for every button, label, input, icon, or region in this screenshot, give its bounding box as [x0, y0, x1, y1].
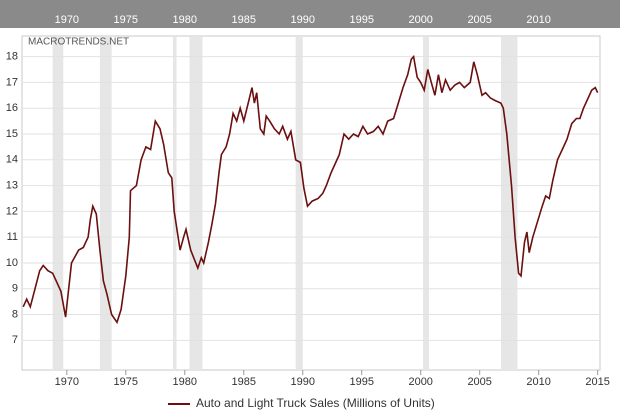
navigator-label: 2010	[526, 14, 550, 26]
navigator-label: 2000	[408, 14, 432, 26]
recession-band	[295, 37, 303, 370]
y-tick-label: 9	[12, 283, 18, 295]
x-tick-label: 1975	[114, 376, 138, 388]
y-tick-label: 15	[6, 128, 18, 140]
x-tick-label: 2000	[408, 376, 432, 388]
recession-band	[423, 37, 429, 370]
recession-band	[52, 37, 64, 370]
x-tick-label: 2010	[526, 376, 550, 388]
y-tick-label: 12	[6, 205, 18, 217]
navigator-label: 1970	[55, 14, 79, 26]
navigator-label: 2005	[467, 14, 491, 26]
y-tick-label: 7	[12, 334, 18, 346]
x-tick-label: 1995	[349, 376, 373, 388]
navigator-label: 1980	[173, 14, 197, 26]
y-tick-label: 17	[6, 76, 18, 88]
navigator-label: 1995	[349, 14, 373, 26]
y-tick-label: 14	[6, 154, 18, 166]
x-tick-label: 2005	[467, 376, 491, 388]
x-tick-label: 1980	[173, 376, 197, 388]
y-tick-label: 18	[6, 51, 18, 63]
x-tick-label: 1970	[55, 376, 79, 388]
y-tick-label: 8	[12, 308, 18, 320]
y-tick-label: 11	[7, 231, 18, 243]
y-tick-label: 16	[6, 102, 18, 114]
recession-band	[172, 37, 177, 370]
y-tick-label: 13	[6, 179, 18, 191]
recession-band	[189, 37, 203, 370]
x-tick-label: 2015	[585, 376, 609, 388]
x-tick-label: 1985	[232, 376, 256, 388]
data-line	[22, 54, 599, 325]
legend-label[interactable]: Auto and Light Truck Sales (Millions of …	[196, 396, 435, 410]
x-tick-label: 1990	[291, 376, 315, 388]
navigator-label: 1985	[232, 14, 256, 26]
y-tick-label: 10	[6, 257, 18, 269]
navigator-label: 1975	[114, 14, 138, 26]
navigator-label: 1990	[291, 14, 315, 26]
navigator[interactable]	[0, 0, 620, 28]
watermark: MACROTRENDS.NET	[28, 37, 129, 48]
recession-band	[99, 37, 112, 370]
recession-band	[500, 37, 518, 370]
